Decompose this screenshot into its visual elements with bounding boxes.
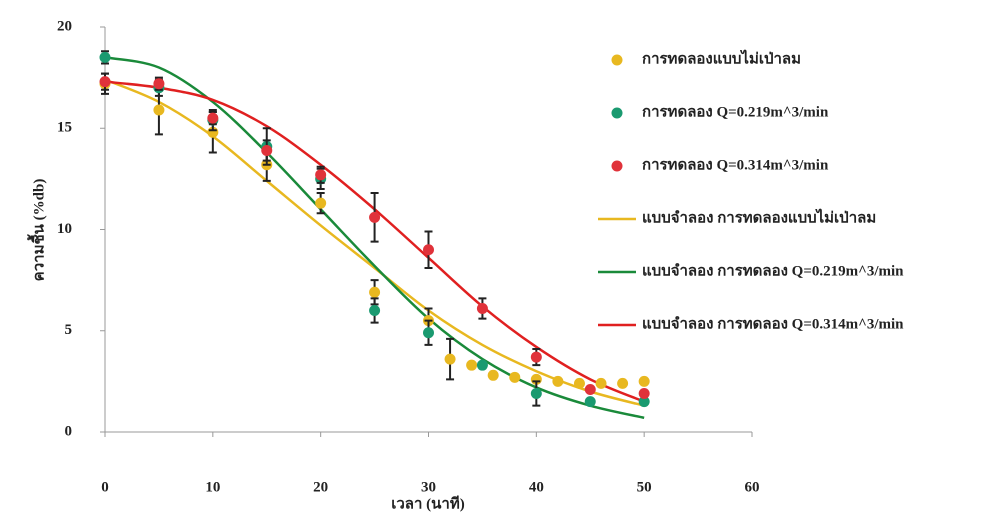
data-point — [153, 78, 164, 89]
chart: เวลา (นาที) ความชื้น (%db) 0102030405060… — [0, 0, 1005, 516]
x-tick-label: 20 — [313, 479, 328, 495]
data-point — [585, 396, 596, 407]
data-point — [531, 388, 542, 399]
legend-label: แบบจำลอง การทดลอง Q=0.219m^3/min — [642, 262, 904, 279]
legend-label: แบบจำลอง การทดลอง Q=0.314m^3/min — [642, 315, 904, 332]
y-tick-label: 20 — [57, 18, 72, 34]
data-point — [585, 384, 596, 395]
x-axis-label: เวลา (นาที) — [391, 495, 464, 512]
data-point — [369, 287, 380, 298]
data-point — [466, 360, 477, 371]
x-tick-label: 30 — [421, 479, 436, 495]
data-point — [369, 212, 380, 223]
data-point — [153, 105, 164, 116]
data-point — [639, 388, 650, 399]
data-point — [423, 327, 434, 338]
data-point — [315, 198, 326, 209]
data-point — [574, 378, 585, 389]
legend-label: การทดลอง Q=0.314m^3/min — [642, 157, 829, 173]
x-tick-label: 40 — [529, 479, 544, 495]
data-point — [552, 376, 563, 387]
data-point — [261, 145, 272, 156]
data-point — [531, 352, 542, 363]
x-tick-label: 0 — [101, 479, 109, 495]
y-tick-label: 5 — [65, 322, 73, 338]
y-tick-label: 0 — [65, 423, 73, 439]
data-point — [477, 303, 488, 314]
x-tick-label: 50 — [637, 479, 652, 495]
x-tick-label: 10 — [205, 479, 220, 495]
legend-marker — [612, 108, 623, 119]
legend-marker — [612, 161, 623, 172]
data-point — [445, 354, 456, 365]
legend-marker — [612, 55, 623, 66]
data-point — [617, 378, 628, 389]
data-point — [423, 244, 434, 255]
legend-label: การทดลองแบบไม่เป่าลม — [642, 48, 801, 67]
x-tick-label: 60 — [745, 479, 760, 495]
data-point — [488, 370, 499, 381]
data-point — [100, 76, 111, 87]
data-point — [207, 113, 218, 124]
data-point — [596, 378, 607, 389]
y-tick-label: 15 — [57, 120, 72, 136]
data-point — [369, 305, 380, 316]
background — [0, 0, 1005, 516]
data-point — [315, 169, 326, 180]
legend-label: การทดลอง Q=0.219m^3/min — [642, 104, 829, 120]
data-point — [639, 376, 650, 387]
legend-label: แบบจำลอง การทดลองแบบไม่เป่าลม — [642, 207, 876, 226]
data-point — [100, 52, 111, 63]
y-tick-label: 10 — [57, 221, 72, 237]
data-point — [477, 360, 488, 371]
data-point — [509, 372, 520, 383]
